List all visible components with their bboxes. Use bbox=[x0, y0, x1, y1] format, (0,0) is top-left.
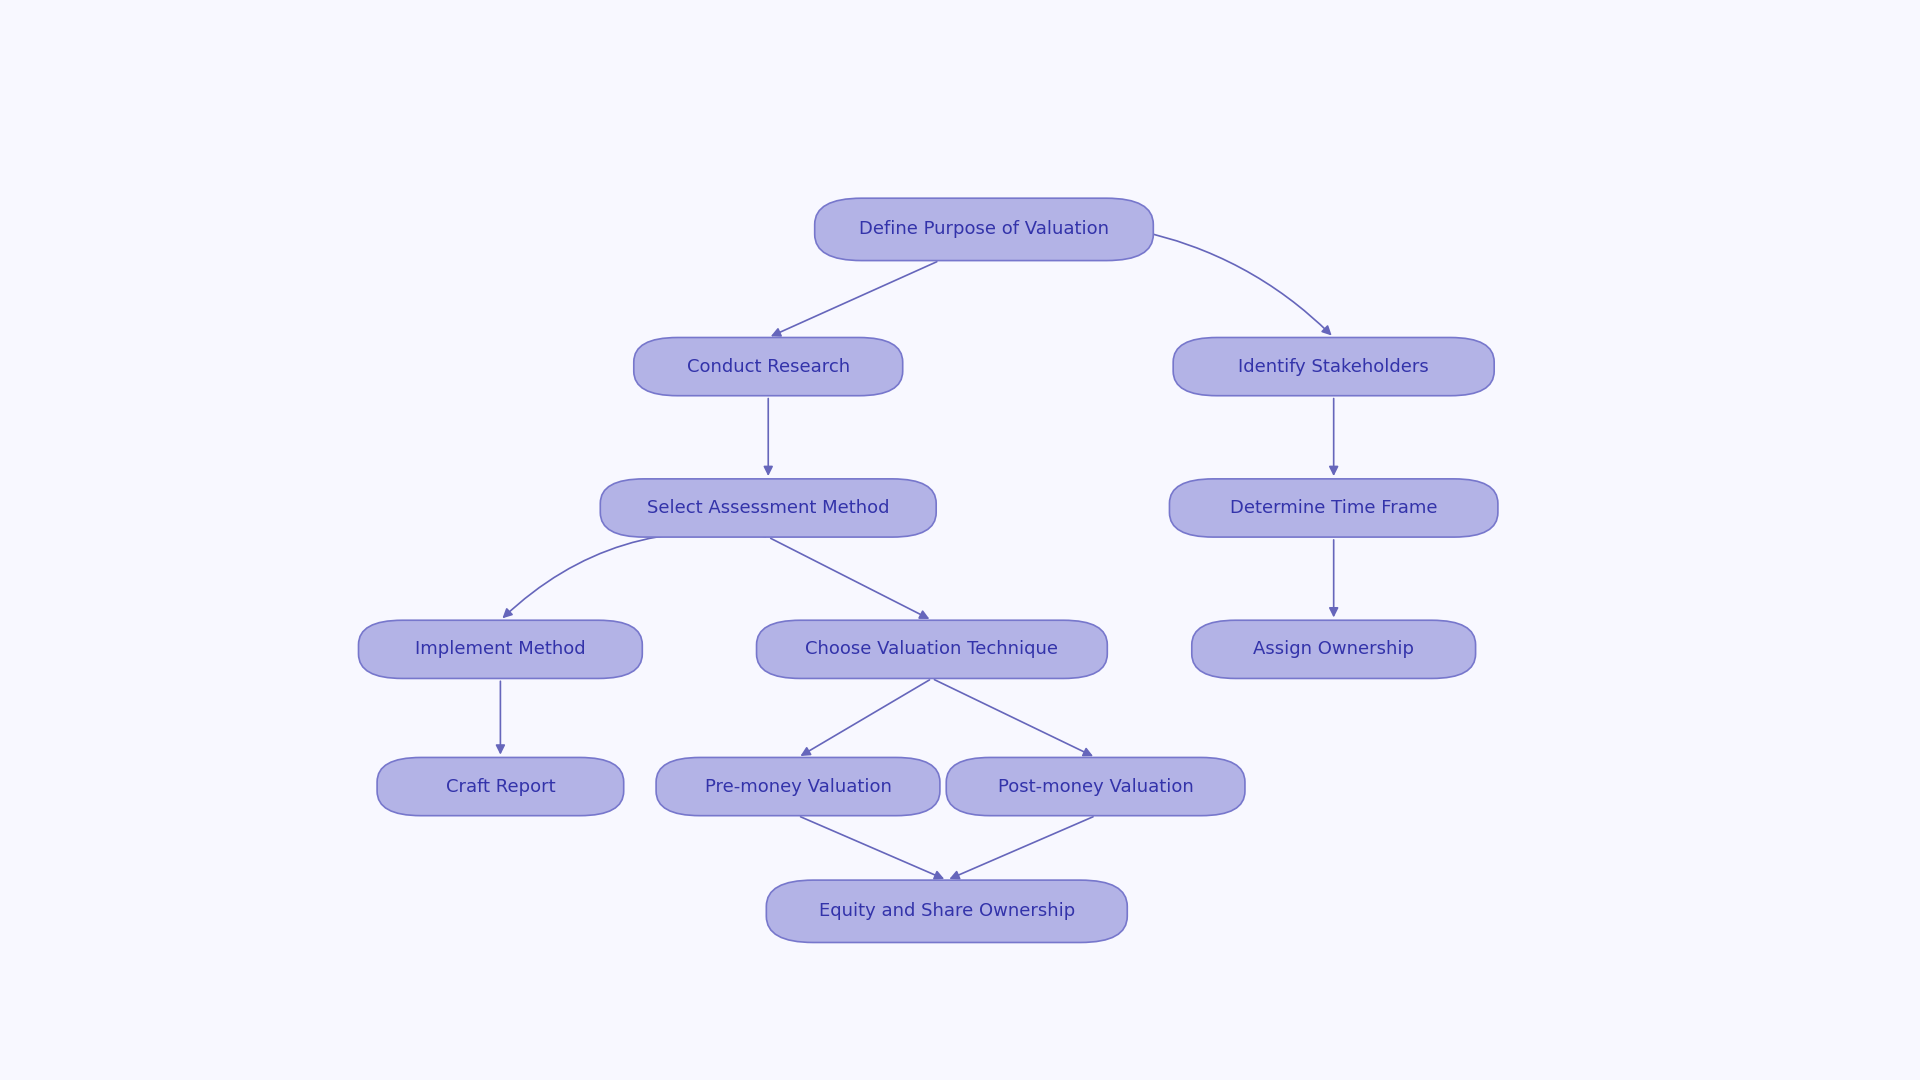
FancyBboxPatch shape bbox=[1173, 337, 1494, 395]
Text: Pre-money Valuation: Pre-money Valuation bbox=[705, 778, 891, 796]
FancyBboxPatch shape bbox=[359, 620, 643, 678]
FancyBboxPatch shape bbox=[634, 337, 902, 395]
Text: Conduct Research: Conduct Research bbox=[687, 357, 851, 376]
FancyBboxPatch shape bbox=[756, 620, 1108, 678]
Text: Post-money Valuation: Post-money Valuation bbox=[998, 778, 1194, 796]
FancyBboxPatch shape bbox=[657, 757, 941, 815]
FancyBboxPatch shape bbox=[376, 757, 624, 815]
Text: Choose Valuation Technique: Choose Valuation Technique bbox=[804, 640, 1058, 659]
Text: Assign Ownership: Assign Ownership bbox=[1254, 640, 1415, 659]
Text: Equity and Share Ownership: Equity and Share Ownership bbox=[818, 902, 1075, 920]
FancyBboxPatch shape bbox=[947, 757, 1244, 815]
Text: Select Assessment Method: Select Assessment Method bbox=[647, 499, 889, 517]
Text: Implement Method: Implement Method bbox=[415, 640, 586, 659]
FancyBboxPatch shape bbox=[1192, 620, 1476, 678]
FancyBboxPatch shape bbox=[1169, 478, 1498, 537]
Text: Craft Report: Craft Report bbox=[445, 778, 555, 796]
Text: Define Purpose of Valuation: Define Purpose of Valuation bbox=[858, 220, 1110, 239]
FancyBboxPatch shape bbox=[601, 478, 937, 537]
Text: Identify Stakeholders: Identify Stakeholders bbox=[1238, 357, 1428, 376]
Text: Determine Time Frame: Determine Time Frame bbox=[1231, 499, 1438, 517]
FancyBboxPatch shape bbox=[766, 880, 1127, 943]
FancyBboxPatch shape bbox=[814, 199, 1154, 260]
